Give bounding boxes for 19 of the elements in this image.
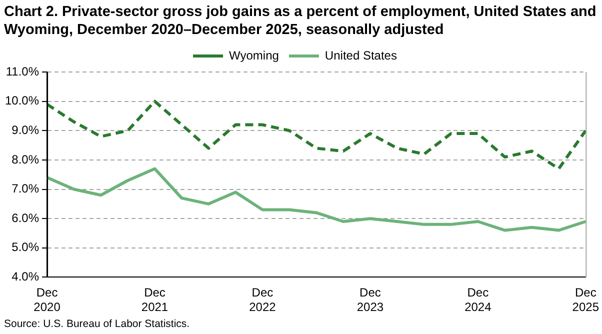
y-tick-label: 4.0% [12, 270, 40, 284]
y-tick-label: 11.0% [6, 64, 40, 78]
y-tick-label: 9.0% [12, 122, 40, 137]
line-series [46, 100, 588, 170]
x-tick-label: Dec 2022 [249, 286, 276, 314]
x-tick-label: Dec 2024 [464, 286, 492, 314]
x-tick-label: Dec 2021 [141, 286, 168, 314]
y-tick-label: 10.0% [4, 94, 40, 108]
x-tick-label: Dec 2020 [34, 286, 61, 314]
y-tick-label: 7.0% [12, 182, 40, 196]
x-tick-label: Dec 2025 [572, 286, 600, 314]
y-tick-label: 6.0% [12, 210, 40, 225]
y-tick-label: 5.0% [12, 240, 40, 254]
chart-title: Chart 2. Private-sector gross job gains as a percent of employment, United States and Wyoming, December 2020–December 2025, seasonally adjusted [4, 3, 598, 39]
source-note: Source: U.S. Bureau of Labor Statistics. [4, 318, 190, 330]
legend-label: United States [324, 48, 397, 62]
y-tick-label: 8.0% [12, 152, 40, 166]
x-tick-label: Dec 2023 [356, 286, 384, 314]
legend-label: Wyoming [229, 48, 279, 62]
